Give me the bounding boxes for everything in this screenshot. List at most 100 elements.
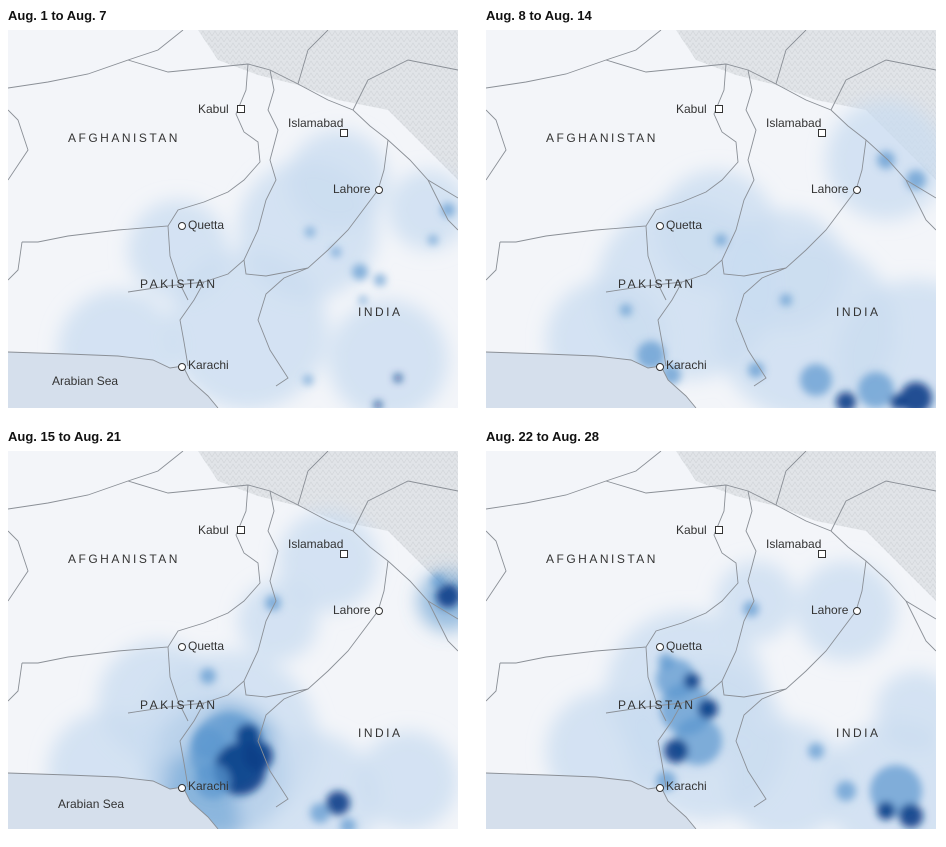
map-canvas — [8, 30, 458, 408]
rainfall-area — [388, 170, 458, 250]
label-lahore: Lahore — [333, 603, 371, 617]
rainfall-area — [358, 731, 458, 829]
rainfall-hotspot — [899, 804, 923, 828]
kabul-marker-icon — [237, 526, 245, 534]
label-pakistan: PAKISTAN — [618, 698, 696, 712]
label-lahore: Lahore — [811, 182, 849, 196]
quetta-marker-icon — [178, 643, 186, 651]
label-karachi: Karachi — [188, 358, 229, 372]
label-pakistan: PAKISTAN — [140, 698, 218, 712]
label-islamabad: Islamabad — [288, 537, 344, 551]
label-quetta: Quetta — [188, 218, 225, 232]
rainfall-hotspot — [698, 699, 718, 719]
panel-title: Aug. 8 to Aug. 14 — [486, 8, 592, 23]
rainfall-hotspot — [428, 235, 438, 245]
panel-title: Aug. 1 to Aug. 7 — [8, 8, 107, 23]
kabul-marker-icon — [237, 105, 245, 113]
rainfall-hotspot — [340, 818, 356, 829]
karachi-marker-icon — [178, 784, 186, 792]
rainfall-hotspot — [836, 392, 856, 408]
rainfall-hotspot — [743, 601, 759, 617]
panel-title: Aug. 15 to Aug. 21 — [8, 429, 121, 444]
rainfall-hotspot — [858, 372, 894, 408]
label-lahore: Lahore — [811, 603, 849, 617]
rainfall-hotspot — [303, 375, 313, 385]
rainfall-area — [796, 561, 896, 661]
rainfall-hotspot — [658, 653, 674, 669]
label-india: INDIA — [358, 726, 403, 740]
label-kabul: Kabul — [676, 102, 707, 116]
kabul-marker-icon — [715, 526, 723, 534]
rainfall-hotspot — [890, 394, 906, 408]
rainfall-hotspot — [200, 668, 216, 684]
label-afghanistan: AFGHANISTAN — [68, 552, 180, 566]
rainfall-hotspot — [192, 727, 224, 759]
rainfall-area — [238, 581, 318, 661]
rainfall-intense-layer — [190, 574, 458, 829]
quetta-marker-icon — [656, 222, 664, 230]
lahore-marker-icon — [375, 607, 383, 615]
karachi-marker-icon — [656, 784, 664, 792]
rainfall-hotspot — [900, 382, 932, 408]
rainfall-intense-layer — [303, 203, 455, 408]
label-kabul: Kabul — [198, 523, 229, 537]
coastline — [8, 351, 219, 408]
rainfall-hotspot — [236, 724, 260, 748]
country-borders — [486, 30, 936, 387]
label-pakistan: PAKISTAN — [140, 277, 218, 291]
islamabad-marker-icon — [818, 129, 826, 137]
rainfall-area — [128, 200, 228, 300]
rainfall-hotspot — [374, 274, 386, 286]
label-afghanistan: AFGHANISTAN — [546, 552, 658, 566]
rainfall-hotspot — [310, 803, 330, 823]
rainfall-area — [328, 300, 448, 408]
rainfall-area — [278, 511, 378, 611]
coastline — [486, 351, 697, 408]
label-quetta: Quetta — [666, 639, 703, 653]
rainfall-hotspot — [808, 743, 824, 759]
rainfall-map: AFGHANISTAN PAKISTAN INDIA Arabian Sea K… — [8, 30, 458, 408]
rainfall-hotspot — [836, 781, 856, 801]
label-islamabad: Islamabad — [766, 537, 822, 551]
label-india: INDIA — [836, 305, 881, 319]
label-lahore: Lahore — [333, 182, 371, 196]
label-quetta: Quetta — [666, 218, 703, 232]
rainfall-hotspot — [326, 791, 350, 815]
rainfall-hotspot — [195, 763, 231, 799]
lahore-marker-icon — [853, 186, 861, 194]
label-quetta: Quetta — [188, 639, 225, 653]
map-canvas — [486, 30, 936, 408]
karachi-marker-icon — [656, 363, 664, 371]
coastline — [8, 772, 219, 829]
map-canvas — [486, 451, 936, 829]
label-karachi: Karachi — [666, 779, 707, 793]
label-arabian-sea: Arabian Sea — [52, 374, 119, 388]
quetta-marker-icon — [178, 222, 186, 230]
lahore-marker-icon — [375, 186, 383, 194]
rainfall-hotspot — [359, 296, 367, 304]
rainfall-hotspot — [265, 595, 281, 611]
rainfall-hotspot — [352, 264, 368, 280]
coastline — [486, 772, 697, 829]
label-pakistan: PAKISTAN — [618, 277, 696, 291]
rainfall-intense-layer — [620, 151, 932, 408]
country-borders — [8, 451, 458, 808]
islamabad-marker-icon — [340, 550, 348, 558]
rainfall-hotspot — [715, 234, 727, 246]
rainfall-hotspot — [780, 294, 792, 306]
label-kabul: Kabul — [198, 102, 229, 116]
rainfall-hotspot — [331, 247, 341, 257]
label-afghanistan: AFGHANISTAN — [68, 131, 180, 145]
rainfall-hotspot — [664, 739, 688, 763]
rainfall-hotspot — [620, 304, 632, 316]
label-india: INDIA — [358, 305, 403, 319]
map-canvas — [8, 451, 458, 829]
islamabad-marker-icon — [340, 129, 348, 137]
rainfall-hotspot — [800, 364, 832, 396]
rainfall-hotspot — [748, 362, 764, 378]
rainfall-area — [288, 130, 388, 230]
rainfall-area — [836, 280, 936, 408]
islamabad-marker-icon — [818, 550, 826, 558]
label-islamabad: Islamabad — [288, 116, 344, 130]
label-afghanistan: AFGHANISTAN — [546, 131, 658, 145]
